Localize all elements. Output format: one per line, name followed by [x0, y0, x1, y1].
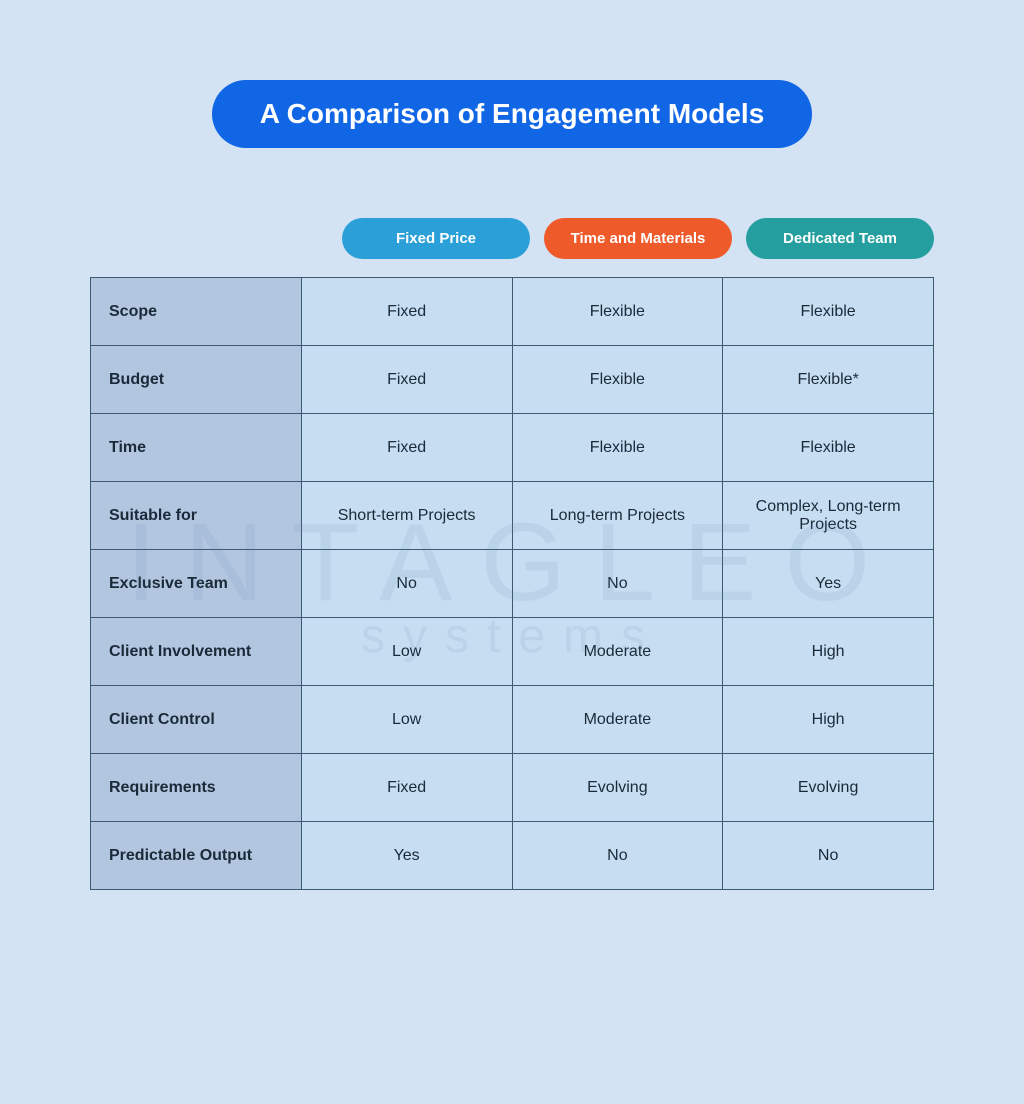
- table-cell: Complex, Long-term Projects: [723, 482, 934, 550]
- row-label: Budget: [91, 346, 302, 414]
- comparison-table-container: ScopeFixedFlexibleFlexibleBudgetFixedFle…: [0, 277, 1024, 890]
- table-cell: Yes: [723, 550, 934, 618]
- pill-dedicated-team: Dedicated Team: [746, 218, 934, 259]
- table-cell: Low: [301, 686, 512, 754]
- table-cell: Flexible: [723, 278, 934, 346]
- model-header-pills: Fixed Price Time and Materials Dedicated…: [0, 218, 934, 259]
- table-cell: Fixed: [301, 278, 512, 346]
- table-row: BudgetFixedFlexibleFlexible*: [91, 346, 934, 414]
- row-label: Requirements: [91, 754, 302, 822]
- table-cell: Long-term Projects: [512, 482, 723, 550]
- table-row: TimeFixedFlexibleFlexible: [91, 414, 934, 482]
- row-label: Time: [91, 414, 302, 482]
- table-cell: Flexible: [512, 278, 723, 346]
- table-row: Exclusive TeamNoNoYes: [91, 550, 934, 618]
- table-row: RequirementsFixedEvolvingEvolving: [91, 754, 934, 822]
- table-cell: Fixed: [301, 346, 512, 414]
- table-row: Suitable forShort-term ProjectsLong-term…: [91, 482, 934, 550]
- table-row: Client InvolvementLowModerateHigh: [91, 618, 934, 686]
- row-label: Predictable Output: [91, 822, 302, 890]
- table-cell: Evolving: [512, 754, 723, 822]
- table-cell: Fixed: [301, 414, 512, 482]
- row-label: Suitable for: [91, 482, 302, 550]
- table-row: Predictable OutputYesNoNo: [91, 822, 934, 890]
- table-cell: No: [512, 822, 723, 890]
- title-container: A Comparison of Engagement Models: [0, 80, 1024, 148]
- row-label: Exclusive Team: [91, 550, 302, 618]
- table-cell: No: [301, 550, 512, 618]
- table-cell: Flexible: [723, 414, 934, 482]
- table-cell: Short-term Projects: [301, 482, 512, 550]
- row-label: Scope: [91, 278, 302, 346]
- table-cell: No: [512, 550, 723, 618]
- table-cell: Moderate: [512, 686, 723, 754]
- table-cell: High: [723, 686, 934, 754]
- page-title: A Comparison of Engagement Models: [212, 80, 813, 148]
- table-cell: Evolving: [723, 754, 934, 822]
- table-cell: Flexible: [512, 346, 723, 414]
- table-row: Client ControlLowModerateHigh: [91, 686, 934, 754]
- comparison-table: ScopeFixedFlexibleFlexibleBudgetFixedFle…: [90, 277, 934, 890]
- pill-fixed-price: Fixed Price: [342, 218, 530, 259]
- table-cell: Moderate: [512, 618, 723, 686]
- row-label: Client Control: [91, 686, 302, 754]
- table-cell: High: [723, 618, 934, 686]
- table-row: ScopeFixedFlexibleFlexible: [91, 278, 934, 346]
- table-cell: Fixed: [301, 754, 512, 822]
- row-label: Client Involvement: [91, 618, 302, 686]
- table-cell: Yes: [301, 822, 512, 890]
- table-cell: Flexible: [512, 414, 723, 482]
- table-cell: Flexible*: [723, 346, 934, 414]
- pill-time-and-materials: Time and Materials: [544, 218, 732, 259]
- table-cell: No: [723, 822, 934, 890]
- table-cell: Low: [301, 618, 512, 686]
